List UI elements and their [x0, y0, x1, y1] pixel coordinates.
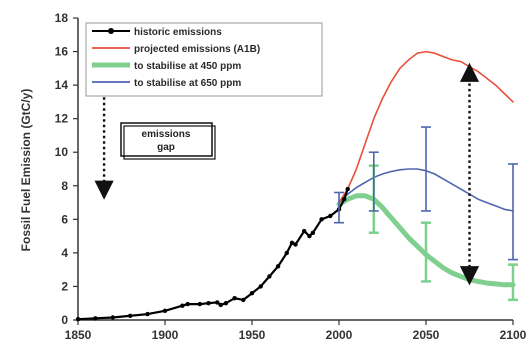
legend-label-650: to stabilise at 650 ppm	[134, 78, 241, 89]
legend-marker-historic	[108, 28, 114, 34]
x-ticks: 1850 1900 1950 2000 2050 2100	[65, 320, 527, 342]
x-tick-label: 1950	[239, 328, 266, 342]
y-tick-label: 4	[61, 246, 68, 260]
historic-data-point	[180, 303, 185, 308]
y-tick-label: 16	[55, 45, 69, 59]
gap-label-line-2: gap	[157, 142, 175, 153]
historic-data-point	[215, 300, 220, 305]
y-ticks: 0 2 4 6 8 10 12 14 16 18	[55, 11, 78, 327]
x-tick-label: 2100	[500, 328, 527, 342]
historic-data-point	[75, 317, 81, 322]
legend-box	[85, 22, 323, 97]
historic-data-point	[162, 308, 168, 313]
historic-data-point	[275, 264, 281, 269]
x-tick-label: 1850	[65, 328, 92, 342]
historic-data-point	[345, 186, 350, 192]
y-tick-label: 8	[61, 179, 68, 193]
legend-label-450: to stabilise at 450 ppm	[134, 61, 241, 72]
legend-entry-projected: projected emissions (A1B)	[92, 44, 260, 55]
legend-entry-450: to stabilise at 450 ppm	[92, 61, 241, 72]
historic-data-point	[197, 301, 202, 307]
historic-data-point	[185, 301, 190, 307]
historic-data-point	[223, 301, 229, 306]
historic-data-point	[310, 230, 316, 235]
historic-data-point	[258, 284, 263, 289]
legend-entry-historic: historic emissions	[92, 27, 222, 38]
historic-data-point	[110, 315, 116, 320]
series-projected-line	[338, 50, 514, 204]
historic-data-point	[293, 242, 298, 247]
historic-data-point	[232, 296, 237, 301]
legend-label-historic: historic emissions	[134, 27, 222, 38]
y-axis-title: Fossil Fuel Emission (GtC/y)	[19, 89, 33, 252]
gap-label-box-shadow	[123, 125, 216, 160]
historic-data-point	[289, 240, 295, 245]
legend: historic emissions projected emissions (…	[85, 22, 323, 97]
historic-data-point	[93, 316, 98, 321]
plot-frame	[77, 18, 513, 321]
historic-data-point	[128, 313, 133, 318]
y-tick-label: 14	[55, 78, 69, 92]
historic-data-point	[284, 250, 289, 256]
y-tick-label: 10	[55, 145, 69, 159]
historic-data-point	[249, 291, 255, 296]
historic-data-point	[319, 217, 324, 222]
x-tick-label: 2050	[413, 328, 440, 342]
historic-data-point	[218, 302, 223, 308]
historic-data-point	[342, 197, 347, 202]
errorbar-layer	[334, 126, 518, 302]
historic-data-point	[206, 301, 211, 306]
historic-data-point	[145, 311, 150, 317]
legend-label-projected: projected emissions (A1B)	[134, 44, 260, 55]
y-tick-label: 18	[55, 11, 69, 25]
y-tick-label: 6	[61, 212, 68, 226]
historic-data-point	[302, 228, 307, 234]
series-historic-line	[76, 188, 349, 321]
historic-data-point	[241, 297, 246, 303]
series-layer	[75, 50, 516, 322]
y-tick-label: 0	[61, 313, 68, 327]
legend-entry-650: to stabilise at 650 ppm	[92, 78, 241, 89]
historic-data-point	[267, 274, 272, 279]
x-tick-label: 2000	[326, 328, 353, 342]
historic-data-point	[328, 213, 333, 219]
arrow-layer	[94, 62, 480, 286]
gap-label-box	[120, 122, 213, 157]
gap-label-line-1: emissions	[142, 129, 191, 140]
emissions-gap-annotation: emissions gap	[120, 122, 216, 160]
historic-data-point	[307, 233, 312, 239]
y-tick-label: 2	[61, 279, 68, 293]
y-tick-label: 12	[55, 112, 69, 126]
x-tick-label: 1900	[152, 328, 179, 342]
